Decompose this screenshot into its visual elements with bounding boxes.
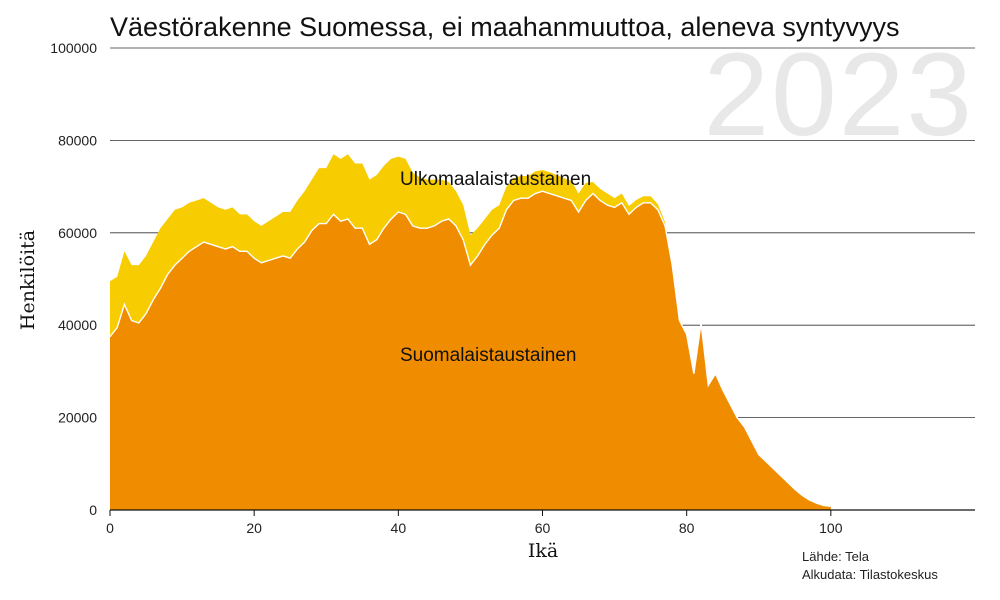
y-axis-ticks: 0 20000 40000 60000 80000 100000 bbox=[50, 40, 97, 518]
series-label-ulkomaalaistaustainen: Ulkomaalaistaustainen bbox=[400, 169, 591, 190]
source-note: Lähde: Tela Alkudata: Tilastokeskus bbox=[802, 548, 938, 584]
area-suomalaistaustainen bbox=[110, 191, 831, 510]
y-axis-label: Henkilöitä bbox=[17, 229, 39, 331]
year-watermark: 2023 bbox=[703, 29, 974, 161]
chart-title: Väestörakenne Suomessa, ei maahanmuuttoa… bbox=[110, 12, 900, 42]
y-tick-label: 0 bbox=[89, 502, 97, 518]
y-tick-label: 20000 bbox=[58, 410, 97, 426]
stacked-areas bbox=[109, 154, 831, 510]
x-tick-label: 80 bbox=[679, 520, 695, 536]
area-ulkomaalaistaustainen bbox=[110, 154, 831, 507]
x-axis-ticks: 0 20 40 60 80 100 bbox=[106, 510, 843, 536]
x-tick-label: 40 bbox=[391, 520, 407, 536]
series-boundary-line bbox=[109, 190, 831, 507]
x-tick-label: 60 bbox=[535, 520, 551, 536]
x-tick-label: 100 bbox=[819, 520, 843, 536]
series-label-suomalaistaustainen: Suomalaistaustainen bbox=[400, 345, 576, 366]
raw-data-source-line: Alkudata: Tilastokeskus bbox=[802, 567, 938, 582]
y-tick-label: 40000 bbox=[58, 317, 97, 333]
source-line: Lähde: Tela bbox=[802, 549, 869, 564]
x-axis-label: Ikä bbox=[527, 540, 559, 562]
x-tick-label: 0 bbox=[106, 520, 114, 536]
y-tick-label: 80000 bbox=[58, 132, 97, 148]
x-tick-label: 20 bbox=[246, 520, 262, 536]
y-tick-label: 100000 bbox=[50, 40, 97, 56]
y-tick-label: 60000 bbox=[58, 225, 97, 241]
